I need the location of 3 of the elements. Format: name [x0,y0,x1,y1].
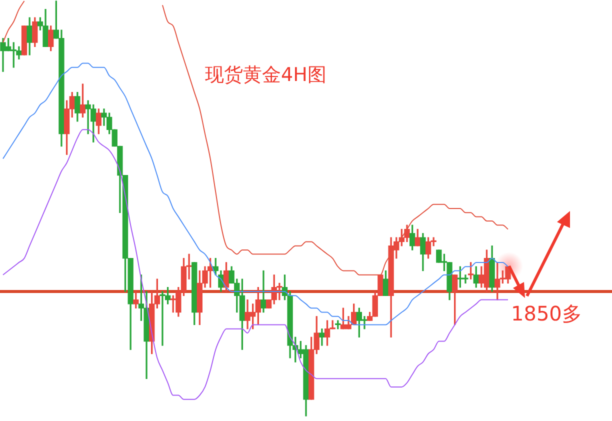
candlestick [260,270,266,313]
ref-line-label: 1850多 [511,302,582,326]
text: 现货黄金4H图 [205,63,326,88]
